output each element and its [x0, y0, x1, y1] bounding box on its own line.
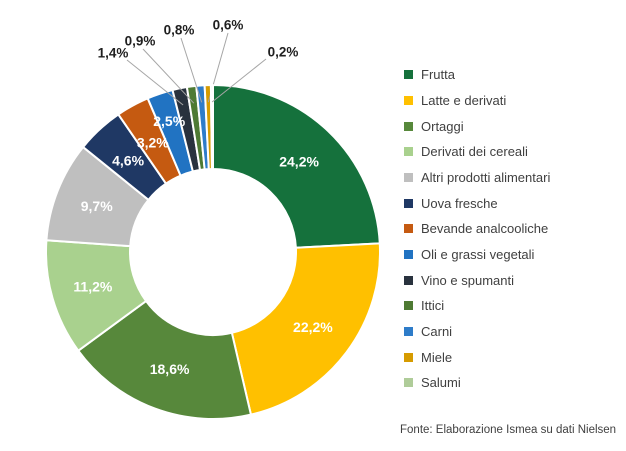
legend-swatch-uova-fresche: [404, 198, 413, 208]
legend-label-latte-e-derivati: Latte e derivati: [421, 92, 507, 108]
chart-legend: Frutta Latte e derivati Ortaggi Derivati de…: [404, 62, 550, 396]
callout-label-miele: 0,6%: [213, 18, 244, 33]
legend-swatch-altri-prodotti-alimentari: [404, 172, 413, 182]
leader-line-ittici: [142, 48, 195, 104]
leader-line-salumi: [211, 58, 267, 103]
slice-frutta: [212, 84, 381, 249]
legend-item-vino-e-spumanti: Vino e spumanti: [404, 267, 550, 293]
slice-label-frutta: 24,2%: [279, 153, 319, 169]
slice-label-uova-fresche: 4,6%: [112, 152, 144, 168]
legend-item-uova-fresche: Uova fresche: [404, 190, 550, 216]
slice-salumi: [209, 83, 214, 171]
legend-swatch-oli-e-grassi-vegetali: [404, 249, 413, 259]
callout-label-ittici: 0,9%: [125, 34, 156, 49]
legend-item-bevande-analcooliche: Bevande analcooliche: [404, 216, 550, 242]
callout-label-carni: 0,8%: [164, 23, 195, 38]
legend-swatch-salumi: [404, 378, 413, 388]
legend-label-uova-fresche: Uova fresche: [421, 195, 498, 211]
legend-item-miele: Miele: [404, 344, 550, 370]
legend-label-carni: Carni: [421, 323, 453, 339]
legend-label-derivati-dei-cereali: Derivati dei cereali: [421, 144, 528, 160]
legend-label-bevande-analcooliche: Bevande analcooliche: [421, 221, 549, 237]
legend-swatch-ortaggi: [404, 121, 413, 131]
legend-swatch-derivati-dei-cereali: [404, 147, 413, 157]
callout-label-salumi: 0,2%: [268, 45, 299, 60]
legend-label-miele: Miele: [421, 349, 453, 365]
slice-label-altri-prodotti-alimentari: 9,7%: [81, 198, 113, 214]
legend-label-ittici: Ittici: [421, 298, 445, 314]
leader-line-vino-e-spumanti: [126, 59, 184, 106]
slice-label-ortaggi: 18,6%: [150, 361, 190, 377]
legend-label-oli-e-grassi-vegetali: Oli e grassi vegetali: [421, 246, 535, 262]
legend-item-derivati-dei-cereali: Derivati dei cereali: [404, 139, 550, 165]
legend-label-vino-e-spumanti: Vino e spumanti: [421, 272, 514, 288]
legend-item-ortaggi: Ortaggi: [404, 113, 550, 139]
legend-item-frutta: Frutta: [404, 62, 550, 88]
slice-ortaggi: [77, 300, 252, 420]
legend-swatch-bevande-analcooliche: [404, 224, 413, 234]
legend-swatch-frutta: [404, 70, 413, 80]
legend-swatch-latte-e-derivati: [404, 95, 413, 105]
legend-item-salumi: Salumi: [404, 370, 550, 396]
legend-swatch-vino-e-spumanti: [404, 275, 413, 285]
legend-label-frutta: Frutta: [421, 67, 455, 83]
legend-item-oli-e-grassi-vegetali: Oli e grassi vegetali: [404, 242, 550, 268]
legend-swatch-carni: [404, 326, 413, 336]
slice-label-oli-e-grassi-vegetali: 2,5%: [153, 113, 185, 129]
legend-item-carni: Carni: [404, 319, 550, 345]
callout-label-vino-e-spumanti: 1,4%: [98, 46, 129, 61]
legend-swatch-miele: [404, 352, 413, 362]
legend-item-altri-prodotti-alimentari: Altri prodotti alimentari: [404, 165, 550, 191]
legend-swatch-ittici: [404, 301, 413, 311]
slice-latte-e-derivati: [230, 242, 381, 416]
legend-label-altri-prodotti-alimentari: Altri prodotti alimentari: [421, 169, 551, 185]
source-note: Fonte: Elaborazione Ismea su dati Nielse…: [400, 424, 617, 436]
slice-label-bevande-analcooliche: 3,2%: [137, 134, 169, 150]
slice-label-derivati-dei-cereali: 11,2%: [73, 279, 112, 295]
slice-label-latte-e-derivati: 22,2%: [293, 319, 333, 335]
legend-label-salumi: Salumi: [421, 375, 461, 391]
legend-item-latte-e-derivati: Latte e derivati: [404, 88, 550, 114]
legend-label-ortaggi: Ortaggi: [421, 118, 464, 134]
leader-line-carni: [180, 37, 203, 103]
legend-item-ittici: Ittici: [404, 293, 550, 319]
